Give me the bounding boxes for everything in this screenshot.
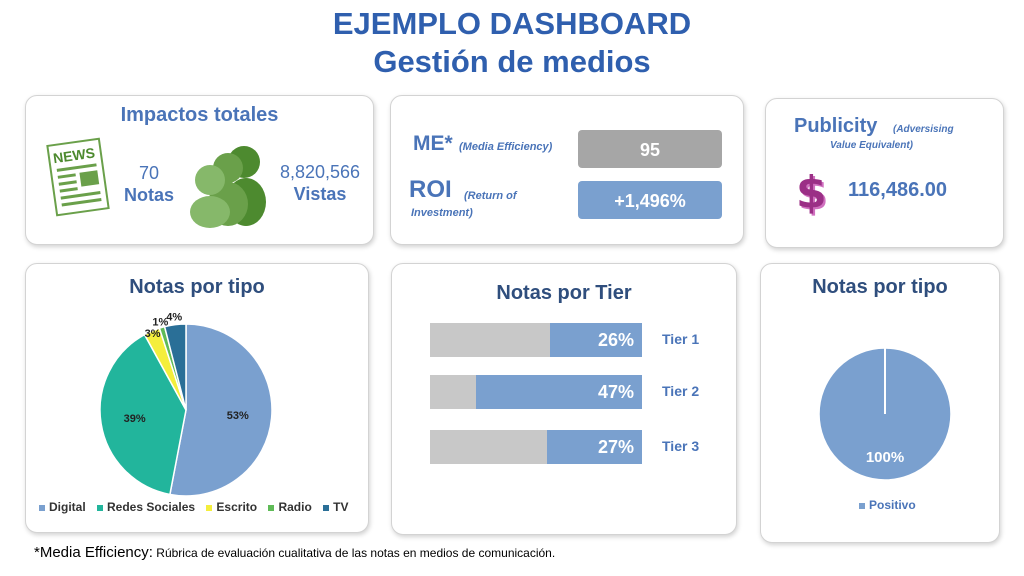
impactos-card: Impactos totales NEWS 70 Notas 8,820,566… — [25, 95, 374, 245]
impactos-title: Impactos totales — [120, 104, 279, 126]
tier-bar-2: 47% — [475, 375, 642, 409]
news-icon-text: NEWS — [52, 145, 96, 167]
legend-item-digital: Digital — [39, 500, 86, 514]
tier-bar-1: 26% — [550, 323, 642, 357]
roi-value: +1,496% — [614, 191, 686, 211]
publicity-value: 116,486.00 — [848, 179, 947, 201]
roi-desc-1: (Return of — [464, 190, 517, 202]
legend-item-redes: Redes Sociales — [97, 500, 195, 514]
legend-label-radio: Radio — [278, 500, 312, 514]
dashboard-subtitle: Gestión de medios — [373, 44, 651, 79]
legend-label-tv: TV — [333, 500, 349, 514]
publicity-title: Publicity — [794, 115, 878, 137]
notas-label: Notas — [123, 185, 174, 205]
pie-label-digital: 53% — [227, 410, 249, 422]
legend-item-tv: TV — [323, 500, 348, 514]
pie-tipo-legend: Digital Redes Sociales Escrito Radio TV — [39, 500, 356, 514]
pie-tipo-title: Notas por tipo — [129, 276, 265, 298]
pie-label-radio: 1% — [152, 317, 168, 329]
legend-label-redes: Redes Sociales — [107, 500, 196, 514]
footnote-lead: *Media Efficiency: — [34, 544, 153, 561]
publicity-card: Publicity (Adversising Value Equivalent)… — [765, 98, 1004, 248]
me-label: ME* — [413, 132, 453, 155]
footnote: *Media Efficiency: Rúbrica de evaluación… — [34, 544, 555, 562]
pie-sentiment-card: Notas por tipo 100% Positivo — [760, 263, 1000, 543]
legend-item-radio: Radio — [268, 500, 312, 514]
pie-label-redes-sociales: 39% — [124, 413, 146, 425]
tier-label-1: Tier 1 — [662, 331, 700, 347]
legend-label-escrito: Escrito — [216, 500, 258, 514]
tier-card: Notas por Tier 26% Tier 1 47% Tier 2 27% Tier… — [391, 263, 737, 535]
legend-label-digital: Digital — [49, 500, 86, 514]
dashboard-title: EJEMPLO DASHBOARD — [332, 6, 692, 41]
roi-label: ROI — [409, 176, 452, 203]
metrics-card: ME* (Media Efficiency) 95 ROI (Return of… — [390, 95, 744, 245]
publicity-desc-2: Value Equivalent) — [830, 140, 913, 151]
vistas-label: Vistas — [293, 184, 347, 204]
pie-label-positivo: 100% — [866, 449, 904, 466]
pie-label-tv: 4% — [166, 312, 182, 324]
me-value-box — [578, 130, 722, 168]
vistas-value: 8,820,566 — [279, 162, 361, 182]
tier-label-3: Tier 3 — [662, 438, 700, 454]
me-desc: (Media Efficiency) — [459, 141, 553, 153]
roi-desc-2: Investment) — [411, 207, 473, 219]
tier-label-2: Tier 2 — [662, 383, 700, 399]
pie-tipo-card: Notas por tipo 53% 39% 3% 1% 4% Digital Rede… — [25, 263, 369, 533]
dollar-icon: $ — [796, 167, 827, 218]
notas-value: 70 — [138, 163, 160, 183]
pie-slice-redes-sociales — [99, 333, 187, 496]
tier-bar-3: 27% — [546, 430, 642, 464]
roi-value-box — [578, 181, 722, 219]
newspaper-icon: NEWS — [46, 137, 110, 217]
pie-sentiment-title: Notas por tipo — [812, 276, 948, 298]
pie-tipo-chart: 53% 39% 3%1%4% — [99, 312, 273, 497]
pie-sentiment-chart: 100% — [818, 347, 952, 481]
pie-slice-digital — [169, 323, 273, 497]
legend-label-positivo: Positivo — [869, 498, 916, 512]
tier-title: Notas por Tier — [496, 282, 632, 304]
pie-label-escrito: 3% — [145, 328, 161, 340]
me-value: 95 — [639, 140, 661, 160]
users-icon — [190, 146, 266, 228]
footnote-text: Rúbrica de evaluación cualitativa de las… — [152, 546, 556, 560]
legend-item-escrito: Escrito — [206, 500, 257, 514]
publicity-desc-1: (Adversising — [893, 124, 954, 135]
pie-sentiment-legend: Positivo — [859, 498, 916, 512]
pie-slice-tv — [163, 323, 187, 411]
